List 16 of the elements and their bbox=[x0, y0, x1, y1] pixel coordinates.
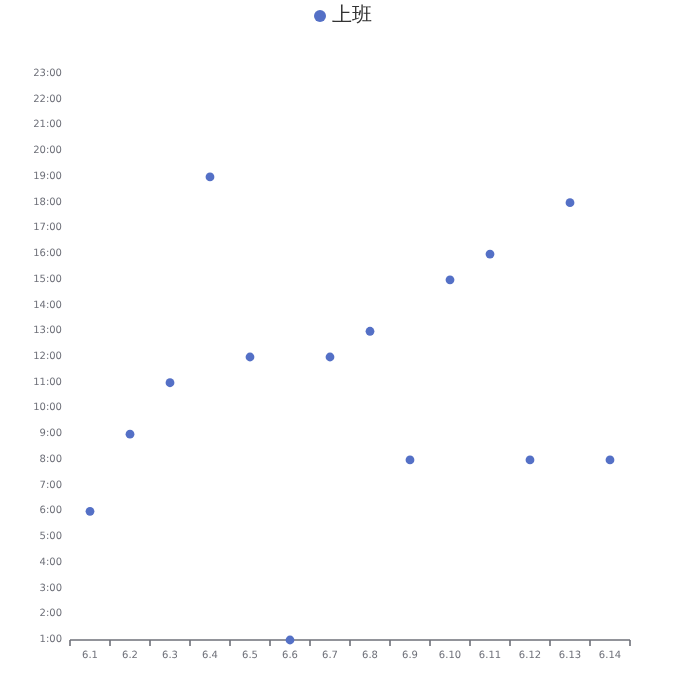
point bbox=[485, 249, 495, 259]
point bbox=[605, 455, 615, 465]
point bbox=[285, 635, 295, 645]
legend: 上班 bbox=[314, 5, 372, 27]
point bbox=[525, 455, 535, 465]
legend-label: 上班 bbox=[332, 3, 372, 27]
point bbox=[365, 326, 375, 336]
point bbox=[245, 352, 255, 362]
point bbox=[445, 275, 455, 285]
point bbox=[565, 198, 575, 208]
point bbox=[165, 378, 175, 388]
point bbox=[405, 455, 415, 465]
point bbox=[85, 506, 95, 516]
point bbox=[205, 172, 215, 182]
point bbox=[125, 429, 135, 439]
point bbox=[325, 352, 335, 362]
